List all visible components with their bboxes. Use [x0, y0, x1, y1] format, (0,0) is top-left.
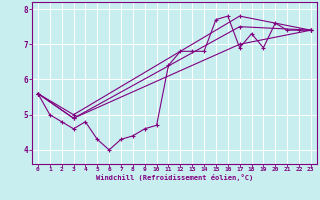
X-axis label: Windchill (Refroidissement éolien,°C): Windchill (Refroidissement éolien,°C) [96, 174, 253, 181]
